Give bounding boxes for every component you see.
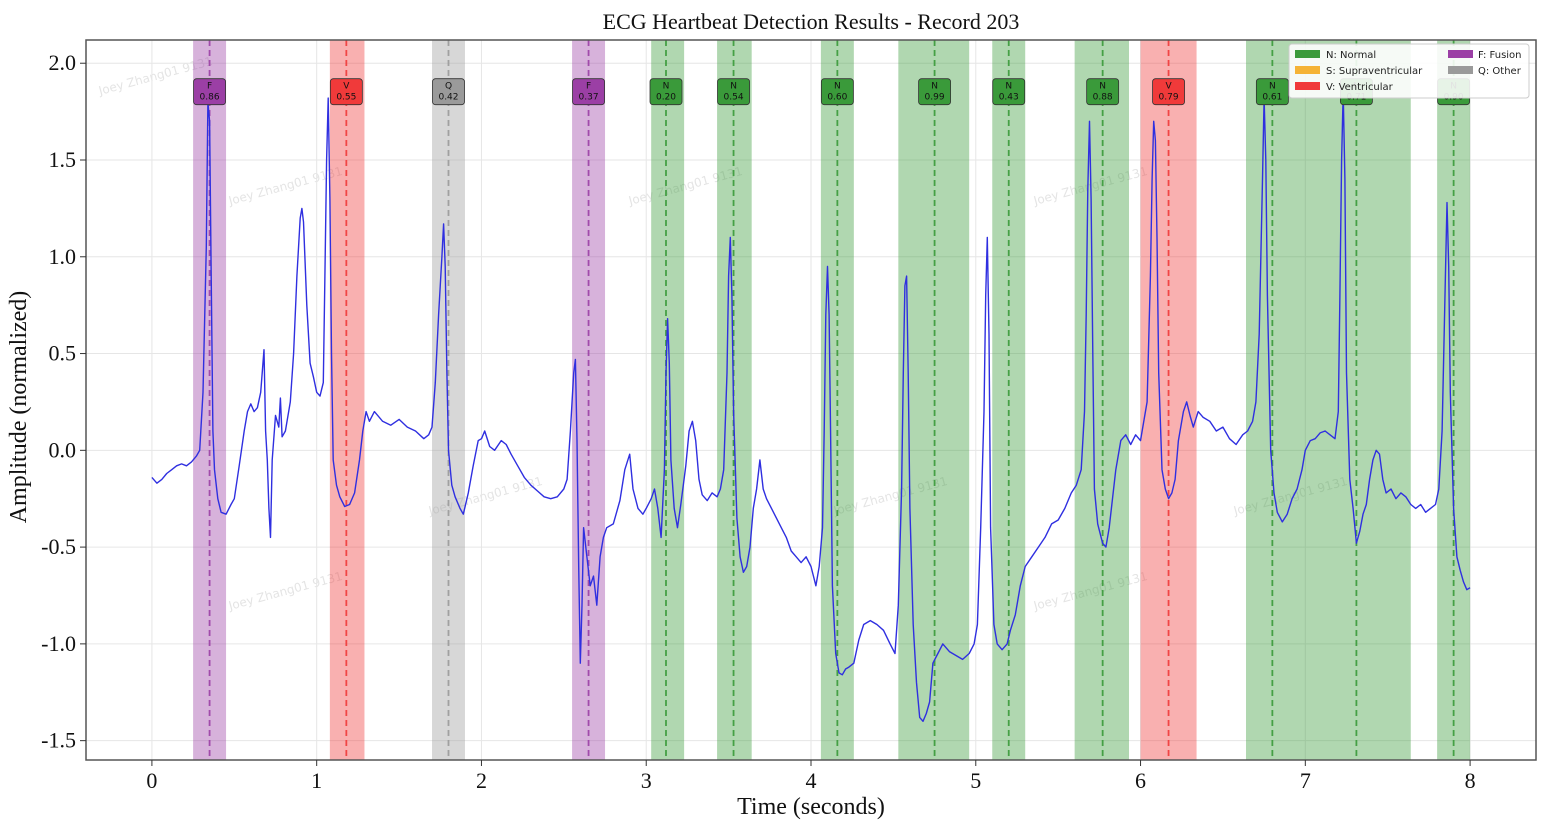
beat-class-label: Q <box>445 82 452 92</box>
x-tick-label: 4 <box>806 768 817 793</box>
legend-swatch-N <box>1295 50 1320 58</box>
beat-class-label: N <box>834 82 841 92</box>
x-axis-title: Time (seconds) <box>737 794 885 820</box>
beat-label: N0.61 <box>1255 78 1289 106</box>
beat-score-label: 0.54 <box>724 93 744 103</box>
beat-label-box <box>1152 78 1185 106</box>
x-tick-label: 2 <box>476 768 487 793</box>
beat-score-label: 0.55 <box>336 93 356 103</box>
beat-score-label: 0.88 <box>1093 93 1113 103</box>
beat-label: V0.55 <box>329 78 363 106</box>
beat-score-label: 0.42 <box>438 93 458 103</box>
beat-label: N0.88 <box>1086 78 1120 106</box>
beat-label-box <box>193 78 226 106</box>
beat-label: N0.43 <box>992 78 1026 106</box>
beat-label: V0.79 <box>1152 78 1185 106</box>
y-axis-title: Amplitude (normalized) <box>6 291 32 524</box>
legend-label-F: F: Fusion <box>1478 50 1522 61</box>
legend-label-N: N: Normal <box>1326 50 1376 61</box>
beat-bands <box>193 40 1471 760</box>
legend-label-V: V: Ventricular <box>1326 82 1394 93</box>
beat-class-label: V <box>343 82 350 92</box>
beat-class-label: F <box>207 82 212 92</box>
y-tick-label: -1.5 <box>41 728 76 753</box>
beat-band-N <box>651 40 685 760</box>
y-tick-label: 0.0 <box>49 437 77 462</box>
beat-label-box <box>1086 78 1120 106</box>
y-tick-label: -0.5 <box>41 534 76 559</box>
y-tick-label: 2.0 <box>49 50 77 75</box>
beat-label-box <box>918 78 951 106</box>
beat-label-box <box>329 78 363 106</box>
legend-swatch-Q <box>1448 66 1473 74</box>
beat-band-N <box>1246 40 1303 760</box>
legend-swatch-F <box>1448 50 1473 58</box>
legend-swatch-V <box>1295 82 1320 90</box>
beat-labels: F0.86V0.55Q0.42F0.37N0.20N0.54N0.60N0.99… <box>193 78 1471 106</box>
beat-label-box <box>572 78 605 106</box>
watermark-text: Joey Zhang01 9131 <box>226 569 344 613</box>
beat-score-label: 0.60 <box>827 93 847 103</box>
beat-class-label: F <box>586 82 591 92</box>
y-tick-label: 0.5 <box>49 341 77 366</box>
beat-label: N0.99 <box>918 78 951 106</box>
signal-layer <box>151 91 1471 722</box>
beat-label: F0.86 <box>193 78 226 106</box>
beat-class-label: N <box>1269 82 1276 92</box>
x-tick-label: 1 <box>311 768 322 793</box>
beat-class-label: N <box>1005 82 1012 92</box>
y-tick-label: -1.0 <box>41 631 76 656</box>
legend: N: Normal F: Fusion S: Supraventricular … <box>1288 43 1530 99</box>
legend-label-Q: Q: Other <box>1478 66 1522 77</box>
beat-class-label: V <box>1165 82 1172 92</box>
beat-score-label: 0.37 <box>579 93 599 103</box>
beat-label: N0.60 <box>820 78 854 106</box>
beat-class-label: N <box>663 82 670 92</box>
beat-label-box <box>1255 78 1289 106</box>
beat-label: N0.20 <box>649 78 683 106</box>
beat-label-box <box>992 78 1026 106</box>
grid <box>86 40 1536 760</box>
x-tick-label: 5 <box>970 768 981 793</box>
beat-score-label: 0.43 <box>999 93 1019 103</box>
y-tick-label: 1.0 <box>49 244 77 269</box>
beat-class-label: N <box>931 82 938 92</box>
legend-label-S: S: Supraventricular <box>1326 66 1423 77</box>
x-tick-label: 3 <box>641 768 652 793</box>
beat-label-box <box>649 78 683 106</box>
beat-score-label: 0.20 <box>656 93 676 103</box>
beat-label-box <box>432 78 465 106</box>
beat-class-label: N <box>730 82 737 92</box>
x-tick-label: 7 <box>1300 768 1311 793</box>
x-tick-label: 8 <box>1465 768 1476 793</box>
x-axis-ticks: 0 1 2 3 4 5 6 7 8 <box>146 760 1476 793</box>
beat-score-label: 0.86 <box>200 93 220 103</box>
beat-label-box <box>717 78 750 106</box>
beat-score-label: 0.79 <box>1159 93 1179 103</box>
beat-class-label: N <box>1099 82 1106 92</box>
beat-score-label: 0.99 <box>925 93 945 103</box>
x-tick-label: 0 <box>146 768 157 793</box>
ecg-signal-line <box>151 91 1471 722</box>
y-axis-ticks: -1.5 -1.0 -0.5 0.0 0.5 1.0 1.5 2.0 <box>41 50 86 753</box>
y-tick-label: 1.5 <box>49 147 77 172</box>
beat-label: Q0.42 <box>432 78 465 106</box>
beat-label-box <box>820 78 854 106</box>
chart-title: ECG Heartbeat Detection Results - Record… <box>603 9 1020 34</box>
x-tick-label: 6 <box>1135 768 1146 793</box>
beat-label: F0.37 <box>572 78 605 106</box>
beat-label: N0.54 <box>717 78 750 106</box>
beat-score-label: 0.61 <box>1262 93 1282 103</box>
legend-swatch-S <box>1295 66 1320 74</box>
